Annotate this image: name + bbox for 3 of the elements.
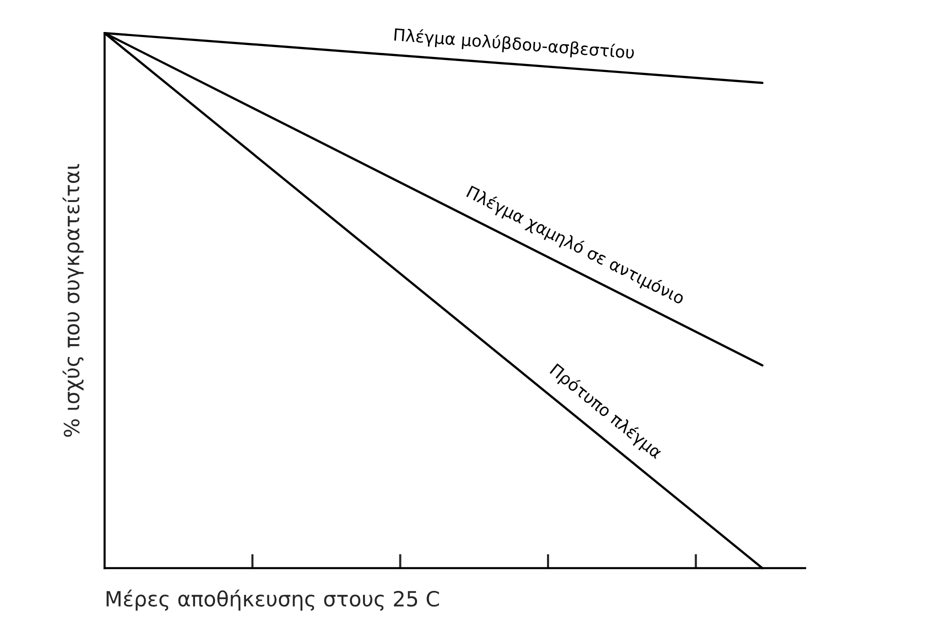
x-axis-title: Μέρες αποθήκευσης στους 25 C — [106, 590, 439, 611]
series-label: Πλέγμα μολύβδου-ασβεστίου — [394, 27, 634, 62]
y-axis-title: % ισχύς που συγκρατείται — [62, 164, 84, 437]
